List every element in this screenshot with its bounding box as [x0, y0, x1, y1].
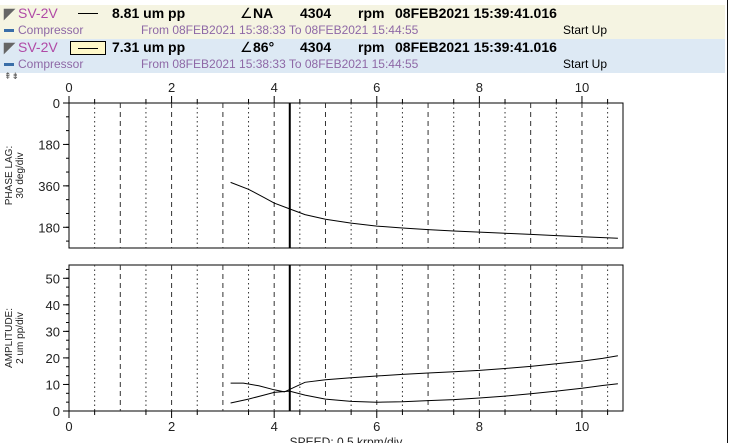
- x-tick-label-bottom: 6: [373, 419, 380, 434]
- amplitude-ylabel: AMPLITUDE:: [4, 308, 15, 368]
- x-tick-label-bottom: 0: [65, 419, 72, 434]
- channel-name: SV-2V: [18, 5, 58, 21]
- machine-name: Compressor: [18, 23, 84, 37]
- collapse-arrows-icon[interactable]: ⇞⇟: [4, 71, 20, 81]
- phase-frame: [68, 102, 624, 249]
- time-range: From 08FEB2021 15:38:33 To 08FEB2021 15:…: [141, 23, 419, 37]
- channel-name: SV-2V: [18, 39, 58, 55]
- header-row-2: ◤ SV-2V 7.31 um pp ∠ 86° 4304 rpm 08FEB2…: [0, 39, 725, 56]
- phase-readout: NA: [253, 5, 274, 21]
- timestamp: 08FEB2021 15:39:41.016: [395, 5, 557, 21]
- phase-ytick-label: 0: [53, 96, 60, 111]
- amplitude-panel: 0 10 20 30 40 50 AMPLITUDE: 2 um pp/div: [4, 264, 624, 419]
- x-tick-label-top: 0: [65, 80, 72, 95]
- x-tick-label-top: 2: [168, 80, 175, 95]
- amplitude-readout: 8.81 um pp: [112, 5, 186, 21]
- x-tick-label-bottom: 8: [476, 419, 483, 434]
- x-tick-label-bottom: 10: [575, 419, 589, 434]
- x-axis-label: SPEED: 0.5 krpm/div: [290, 435, 403, 443]
- amplitude-ytick-label: 30: [46, 324, 60, 339]
- amplitude-ytick-label: 10: [46, 377, 60, 392]
- machine-state: Start Up: [563, 23, 608, 37]
- amplitude-ytick-label: 40: [46, 298, 60, 313]
- x-tick-label-top: 8: [476, 80, 483, 95]
- phase-panel: 0 180 360 180 PHASE LAG: 30 deg/div: [4, 96, 624, 249]
- phase-ytick-label: 360: [38, 179, 60, 194]
- phase-ylabel-unit: 30 deg/div: [15, 152, 26, 198]
- probe-icon: ◤: [4, 39, 15, 55]
- speed-readout: 4304: [300, 39, 332, 55]
- legend-swatch-solid: [78, 13, 98, 14]
- speed-unit: rpm: [358, 5, 385, 21]
- amplitude-frame: [68, 264, 624, 412]
- speed-axis-top: 0 2 4 6 8 10: [65, 80, 609, 103]
- x-tick-label-top: 6: [373, 80, 380, 95]
- machine-state: Start Up: [563, 57, 608, 71]
- amplitude-ytick-label: 50: [46, 271, 60, 286]
- phase-series-line: [230, 181, 618, 239]
- legend-swatch-boxed: [70, 41, 106, 55]
- x-tick-label-bottom: 4: [271, 419, 278, 434]
- phase-ytick-label: 180: [38, 220, 60, 235]
- phase-ylabel: PHASE LAG:: [4, 146, 15, 205]
- machine-name: Compressor: [18, 57, 84, 71]
- amplitude-series-line: [230, 355, 618, 393]
- header-row-2-detail: ▬ Compressor From 08FEB2021 15:38:33 To …: [0, 56, 725, 73]
- amplitude-ytick-label: 20: [46, 351, 60, 366]
- amplitude-readout: 7.31 um pp: [112, 39, 186, 55]
- angle-icon: ∠: [240, 5, 253, 21]
- header-row-1-detail: ▬ Compressor From 08FEB2021 15:38:33 To …: [0, 22, 725, 39]
- angle-icon: ∠: [240, 39, 253, 55]
- speed-axis-bottom: 0 2 4 6 8 10 SPEED: 0.5 krpm/div: [65, 411, 609, 443]
- amplitude-ytick-label: 0: [53, 404, 60, 419]
- speed-unit: rpm: [358, 39, 385, 55]
- amplitude-series-line: [230, 383, 618, 404]
- window-edge: [727, 0, 728, 443]
- machine-icon: ▬: [4, 24, 14, 35]
- machine-icon: ▬: [4, 58, 14, 69]
- probe-icon: ◤: [4, 5, 15, 21]
- x-tick-label-top: 4: [271, 80, 278, 95]
- x-tick-label-top: 10: [575, 80, 589, 95]
- phase-ytick-label: 180: [38, 137, 60, 152]
- phase-readout: 86°: [253, 39, 275, 55]
- amplitude-ylabel-unit: 2 um pp/div: [15, 312, 26, 364]
- speed-readout: 4304: [300, 5, 332, 21]
- time-range: From 08FEB2021 15:38:33 To 08FEB2021 15:…: [141, 57, 419, 71]
- x-tick-label-bottom: 2: [168, 419, 175, 434]
- header-row-1: ◤ SV-2V 8.81 um pp ∠ NA 4304 rpm 08FEB20…: [0, 5, 725, 22]
- timestamp: 08FEB2021 15:39:41.016: [395, 39, 557, 55]
